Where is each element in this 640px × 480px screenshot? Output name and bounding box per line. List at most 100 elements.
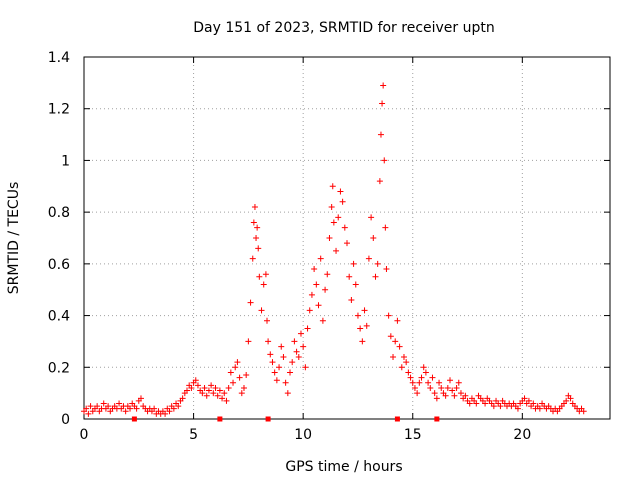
data-point <box>407 374 414 381</box>
data-point <box>300 343 307 350</box>
data-point <box>306 307 313 314</box>
data-point <box>405 369 412 376</box>
axis-ticks <box>83 56 610 420</box>
data-point <box>382 224 389 231</box>
x-tick-label: 20 <box>513 427 531 443</box>
grid-lines <box>84 57 610 419</box>
data-point <box>521 395 528 402</box>
data-point <box>427 384 434 391</box>
y-tick-label: 0.8 <box>48 205 70 221</box>
data-point <box>133 405 140 412</box>
data-point <box>350 260 357 267</box>
data-point <box>223 397 230 404</box>
data-point <box>313 281 320 288</box>
data-point <box>361 307 368 314</box>
data-point <box>253 235 260 241</box>
x-tick-label: 0 <box>80 427 89 443</box>
data-point <box>199 390 206 397</box>
data-point <box>346 273 353 280</box>
data-point <box>453 384 460 391</box>
data-point <box>210 390 217 397</box>
data-point <box>293 348 300 355</box>
data-point <box>249 255 256 262</box>
data-point <box>267 351 274 358</box>
data-point <box>256 273 263 280</box>
data-point <box>203 392 210 399</box>
data-point <box>317 255 324 262</box>
data-point <box>315 302 322 309</box>
y-tick-label: 0.4 <box>48 309 70 325</box>
data-point <box>201 384 208 391</box>
data-point <box>436 379 443 386</box>
data-point <box>394 317 401 324</box>
data-point <box>425 379 432 386</box>
data-point <box>308 291 315 298</box>
data-point <box>227 369 234 376</box>
x-tick-label: 5 <box>189 427 198 443</box>
data-point <box>245 338 252 345</box>
data-point <box>219 395 226 402</box>
data-point <box>449 387 456 394</box>
data-point <box>330 219 337 226</box>
data-point <box>188 384 195 391</box>
data-point <box>438 384 445 391</box>
data-point <box>225 384 232 391</box>
data-point <box>377 131 384 138</box>
data-point <box>83 405 90 412</box>
x-tick-label: 15 <box>404 427 422 443</box>
data-point <box>368 214 375 221</box>
data-point <box>473 400 480 407</box>
data-point <box>339 198 346 205</box>
data-point <box>403 359 410 366</box>
data-point <box>398 364 405 371</box>
data-point <box>363 322 370 329</box>
data-point <box>162 410 169 417</box>
data-point <box>536 405 543 412</box>
data-point <box>251 203 258 210</box>
baseline-marker <box>265 416 271 422</box>
data-point <box>418 374 425 381</box>
data-point <box>411 384 418 391</box>
data-point <box>352 281 359 288</box>
data-point <box>236 374 243 381</box>
data-point <box>280 353 287 360</box>
data-point <box>302 364 309 371</box>
data-point <box>100 400 107 407</box>
data-point <box>462 392 469 399</box>
data-point <box>291 338 298 345</box>
data-point <box>166 408 173 415</box>
data-point <box>319 317 326 324</box>
data-point <box>422 369 429 376</box>
y-tick-label: 0 <box>61 412 70 428</box>
data-point <box>289 359 296 366</box>
data-point <box>247 299 254 306</box>
data-point <box>341 224 348 231</box>
data-point <box>383 266 390 273</box>
data-point <box>205 387 212 394</box>
data-point <box>287 369 294 376</box>
tick-labels: 0 5 10 15 20 0 0.2 0.4 0.6 0.8 1 1.2 1.4 <box>48 50 532 443</box>
data-point <box>240 384 247 391</box>
data-point <box>184 387 191 394</box>
data-point <box>333 247 340 254</box>
data-point <box>400 353 407 360</box>
data-point <box>525 397 532 404</box>
data-point <box>170 405 177 412</box>
data-point <box>295 353 302 360</box>
data-points <box>81 82 587 417</box>
data-point <box>379 100 386 107</box>
data-point <box>329 183 336 190</box>
data-point <box>326 235 333 241</box>
data-point <box>221 390 228 397</box>
data-point <box>580 408 587 415</box>
data-point <box>442 392 449 399</box>
data-point <box>429 374 436 381</box>
plot-frame <box>83 56 611 420</box>
data-point <box>409 379 416 386</box>
y-tick-label: 1.2 <box>48 102 70 118</box>
data-point <box>151 405 158 412</box>
data-point <box>563 397 570 404</box>
data-point <box>127 405 134 412</box>
data-point <box>282 379 289 386</box>
